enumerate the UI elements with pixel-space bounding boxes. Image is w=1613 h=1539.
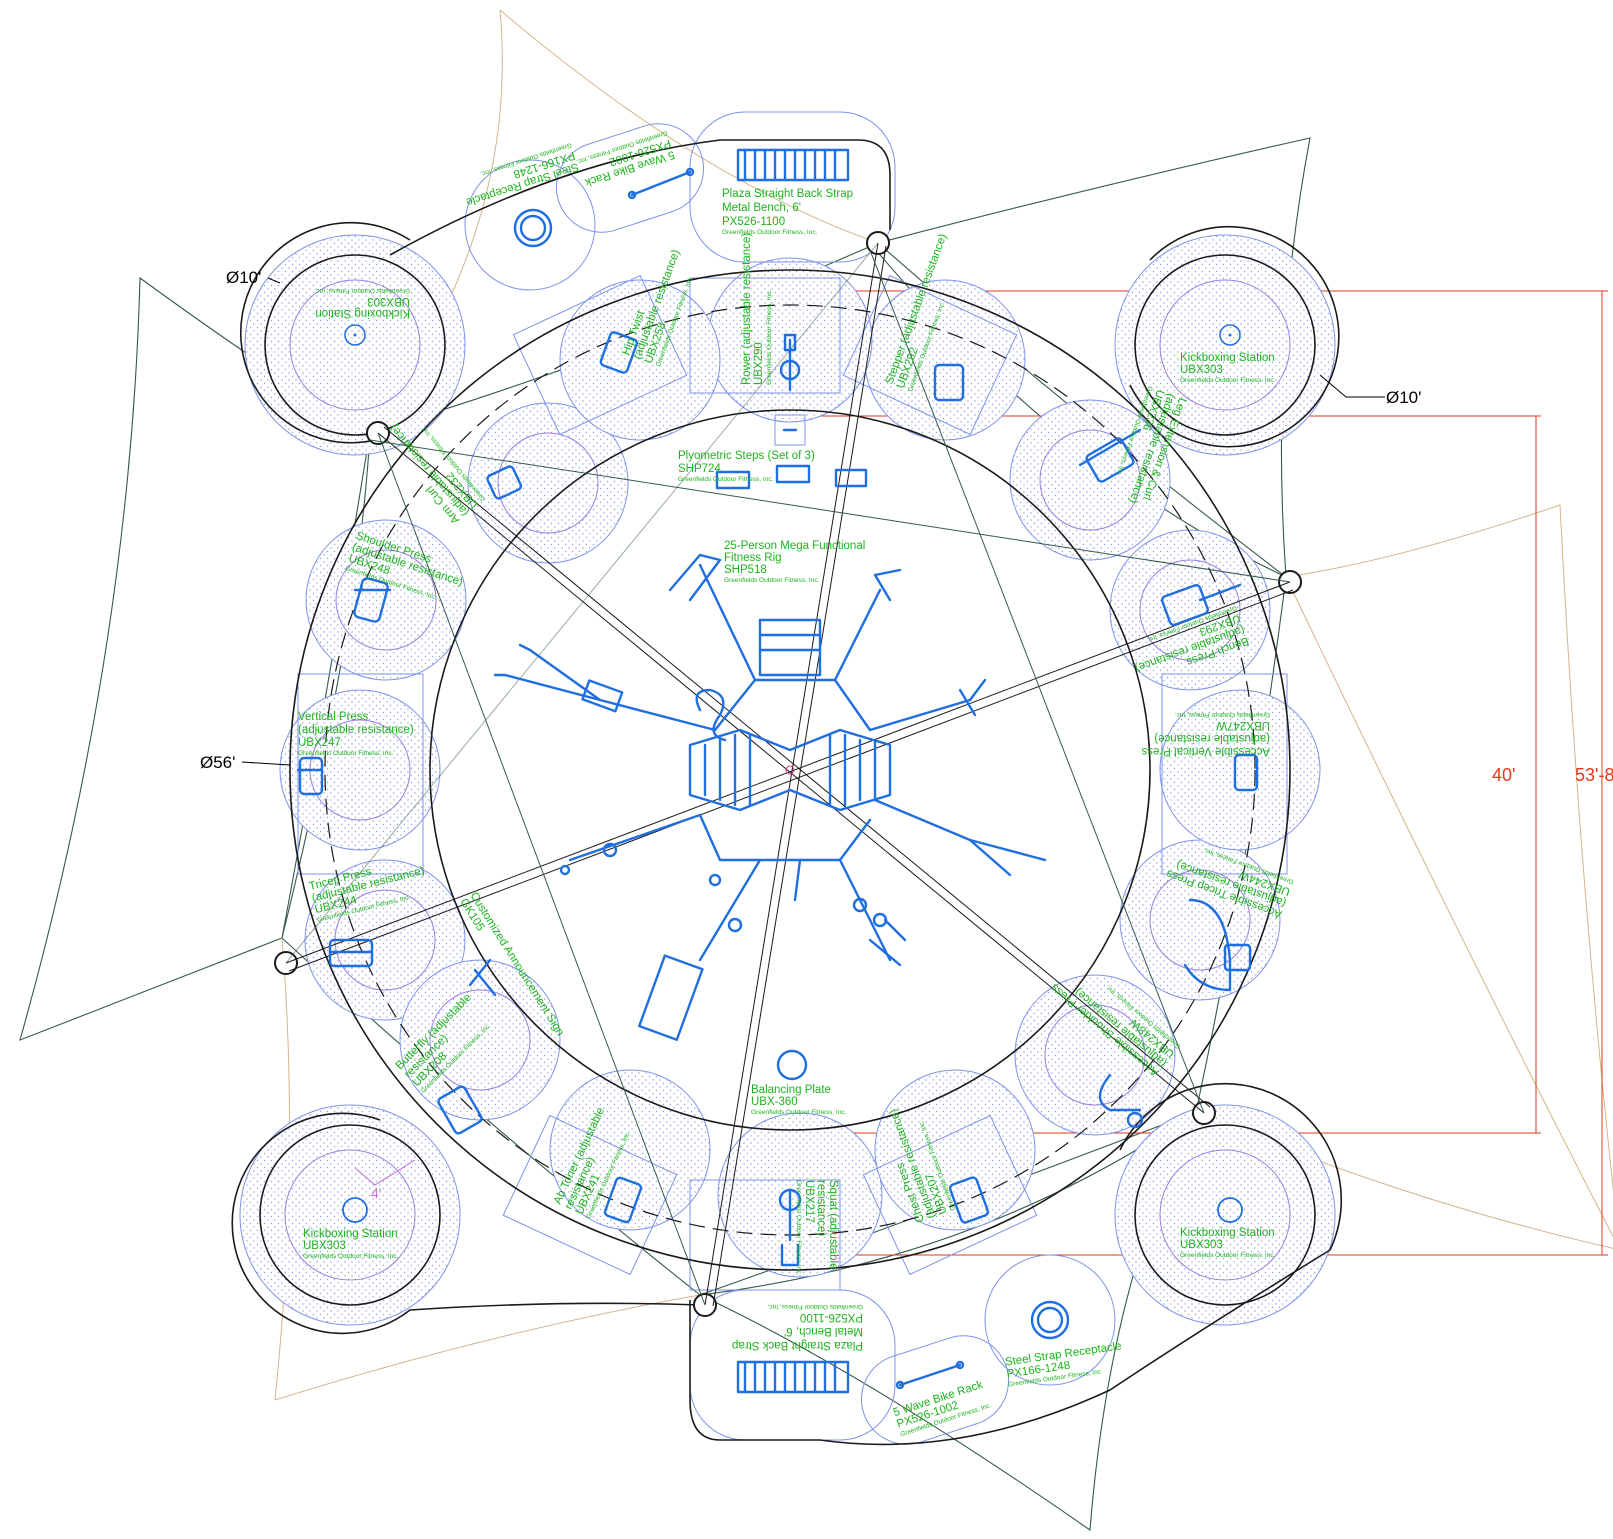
svg-text:Greenfields Outdoor Fitness, I: Greenfields Outdoor Fitness, Inc. — [767, 1303, 863, 1310]
svg-text:UBX247: UBX247 — [298, 737, 341, 749]
label-bike-bottom: 5 Wave Bike Rack PX526-1002 Greenfields … — [892, 1379, 993, 1438]
svg-text:PX526-1100: PX526-1100 — [722, 216, 785, 228]
label-kickboxing-tr: Kickboxing Station UBX303 Greenfields Ou… — [1180, 352, 1276, 384]
label-kickboxing-tl: Kickboxing Station UBX303 Greenfields Ou… — [314, 287, 410, 319]
ring-station-symbols — [296, 331, 1259, 1267]
svg-text:Kickboxing Station: Kickboxing Station — [1180, 352, 1275, 364]
svg-text:Greenfields Outdoor Fitness, I: Greenfields Outdoor Fitness, Inc. — [722, 229, 818, 236]
label-squat: Squat (adjustable resistance) UBX217 Gre… — [795, 1180, 839, 1276]
label-accessible-vertical-press: Accessible Vertical Press (adjustable re… — [1141, 711, 1270, 757]
svg-text:SHP518: SHP518 — [724, 564, 767, 576]
svg-text:Greenfields Outdoor Fitness, I: Greenfields Outdoor Fitness, Inc. — [678, 476, 774, 483]
bike-racks — [627, 167, 965, 1390]
svg-text:UBX303: UBX303 — [1180, 1239, 1223, 1251]
svg-text:Greenfields Outdoor Fitness, I: Greenfields Outdoor Fitness, Inc. — [1180, 1252, 1276, 1259]
svg-text:PX526-1100: PX526-1100 — [800, 1311, 863, 1323]
kickboxing-centers — [342, 324, 1243, 1223]
svg-text:Squat (adjustable: Squat (adjustable — [827, 1180, 839, 1270]
svg-text:Accessible Vertical Press: Accessible Vertical Press — [1141, 745, 1270, 757]
svg-text:Metal Bench, 6': Metal Bench, 6' — [722, 202, 801, 214]
svg-text:Fitness Rig: Fitness Rig — [724, 552, 782, 564]
dim-pod-right: Ø10' — [1386, 388, 1421, 407]
svg-text:Greenfields Outdoor Fitness, I: Greenfields Outdoor Fitness, Inc. — [298, 750, 394, 757]
dim-pad-offset: 4' — [371, 1185, 381, 1201]
dim-pod-right-leader-2 — [1319, 374, 1347, 398]
label-bike-top: 5 Wave Bike Rack PX526-1002 Greenfields … — [575, 129, 676, 188]
label-receptacle-bottom: Steel Strap Receptacle PX166-1248 Greenf… — [1004, 1340, 1122, 1388]
dim-pod-left-leader — [267, 277, 281, 284]
fitness-rig — [493, 553, 1047, 1041]
dim-pod-left: Ø10' — [226, 268, 261, 287]
svg-text:Greenfields Outdoor Fitness, I: Greenfields Outdoor Fitness, Inc. — [1180, 377, 1276, 384]
svg-text:UBX290: UBX290 — [753, 342, 765, 385]
svg-text:Vertical Press: Vertical Press — [298, 711, 369, 723]
label-bench-top: Plaza Straight Back Strap Metal Bench, 6… — [722, 188, 853, 236]
svg-text:UBX303: UBX303 — [303, 1240, 346, 1252]
svg-text:Plyometric Steps (Set of 3): Plyometric Steps (Set of 3) — [678, 450, 815, 462]
label-fitness-rig: 25-Person Mega Functional Fitness Rig SH… — [724, 540, 865, 584]
svg-text:UBX303: UBX303 — [367, 295, 410, 307]
svg-text:Kickboxing Station: Kickboxing Station — [1180, 1227, 1275, 1239]
receptacles — [513, 208, 1070, 1340]
svg-text:Balancing Plate: Balancing Plate — [751, 1084, 831, 1096]
svg-text:Greenfields Outdoor Fitness, I: Greenfields Outdoor Fitness, Inc. — [751, 1109, 847, 1116]
label-bench-bottom: Plaza Straight Back Strap Metal Bench, 6… — [732, 1303, 863, 1351]
label-balancing-plate: Balancing Plate UBX-360 Greenfields Outd… — [751, 1084, 847, 1116]
svg-text:Rower (adjustable resistance): Rower (adjustable resistance) — [741, 233, 753, 385]
svg-text:Metal Bench, 6': Metal Bench, 6' — [784, 1325, 863, 1337]
label-kickboxing-bl: Kickboxing Station UBX303 Greenfields Ou… — [303, 1228, 399, 1260]
dim-outer-span: 53'-8 — [1575, 765, 1613, 785]
svg-text:UBX217: UBX217 — [803, 1180, 815, 1223]
benches — [736, 148, 850, 1394]
svg-text:(adjustable resistance): (adjustable resistance) — [298, 724, 414, 736]
svg-text:UBX303: UBX303 — [1180, 364, 1223, 376]
dim-pad-offset-leader — [354, 1159, 416, 1186]
svg-text:Plaza Straight Back Strap: Plaza Straight Back Strap — [732, 1339, 863, 1351]
svg-text:Plaza Straight Back Strap: Plaza Straight Back Strap — [722, 188, 853, 200]
dim-ring-leader — [241, 761, 291, 766]
svg-text:Greenfields Outdoor Fitness, I: Greenfields Outdoor Fitness, Inc. — [724, 577, 820, 584]
svg-text:SHP724: SHP724 — [678, 463, 721, 475]
svg-text:(adjustable resistance): (adjustable resistance) — [1154, 732, 1270, 744]
svg-text:25-Person Mega Functional: 25-Person Mega Functional — [724, 540, 865, 552]
dim-ring: Ø56' — [200, 753, 235, 772]
cross-beams — [285, 242, 1294, 1307]
label-kickboxing-br: Kickboxing Station UBX303 Greenfields Ou… — [1180, 1227, 1276, 1259]
label-vertical-press: Vertical Press (adjustable resistance) U… — [298, 711, 414, 757]
svg-text:UBX247W: UBX247W — [1216, 719, 1270, 731]
svg-text:Greenfields Outdoor Fitness, I: Greenfields Outdoor Fitness, Inc. — [766, 289, 773, 385]
dim-inner-span: 40' — [1492, 765, 1515, 785]
svg-text:Kickboxing Station: Kickboxing Station — [303, 1228, 398, 1240]
svg-text:UBX-360: UBX-360 — [751, 1096, 798, 1108]
svg-text:Greenfields Outdoor Fitness, I: Greenfields Outdoor Fitness, Inc. — [1174, 711, 1270, 718]
svg-text:Greenfields Outdoor Fitness, I: Greenfields Outdoor Fitness, Inc. — [314, 287, 410, 294]
label-receptacle-top: Steel Strap Receptacle PX166-1248 Greenf… — [465, 141, 581, 208]
structure-outlines — [231, 139, 1343, 1446]
plyometric-steps — [715, 428, 868, 490]
station-inner-circles — [284, 279, 1291, 1281]
svg-text:Greenfields Outdoor Fitness, I: Greenfields Outdoor Fitness, Inc. — [303, 1253, 399, 1260]
svg-text:Kickboxing Station: Kickboxing Station — [315, 307, 410, 319]
balancing-plate-symbol — [776, 1049, 808, 1081]
svg-text:resistance): resistance) — [815, 1180, 827, 1236]
label-rower: Rower (adjustable resistance) UBX290 Gre… — [741, 233, 773, 385]
svg-text:Greenfields Outdoor Fitness, I: Greenfields Outdoor Fitness, Inc. — [795, 1180, 802, 1276]
label-plyometric: Plyometric Steps (Set of 3) SHP724 Green… — [678, 450, 815, 483]
